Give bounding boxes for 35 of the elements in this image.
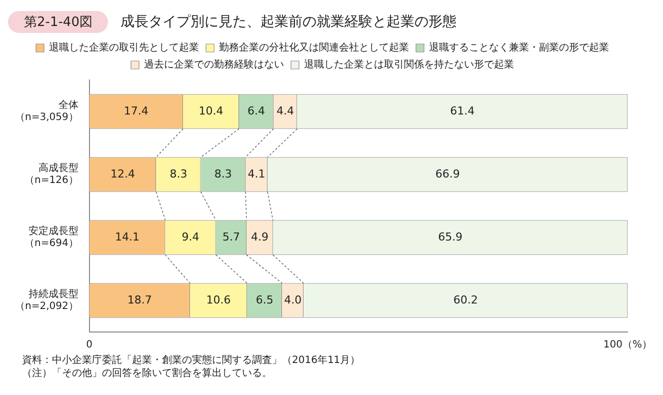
- legend-label: 過去に企業での勤務経験はない: [144, 58, 284, 71]
- data-label: 10.4: [198, 104, 224, 118]
- data-label: 8.3: [214, 167, 232, 180]
- legend-label: 退職した企業とは取引関係を持たない形で起業: [304, 58, 514, 71]
- data-label: 4.9: [250, 230, 268, 244]
- legend-label: 退職した企業の取引先として起業: [49, 42, 199, 54]
- data-label: 65.9: [438, 230, 463, 244]
- data-label: 66.9: [435, 167, 460, 180]
- data-label: 8.3: [170, 167, 188, 180]
- legend-label: 勤務企業の分社化又は関連会社として起業: [219, 42, 409, 54]
- y-tick-label: 高成長型（n=126）: [24, 162, 78, 186]
- data-label: 4.0: [284, 293, 302, 306]
- data-label: 4.4: [276, 104, 294, 118]
- data-label: 4.1: [248, 167, 266, 180]
- y-tick-label: 安定成長型（n=694）: [24, 225, 78, 250]
- data-label: 5.7: [222, 230, 240, 244]
- data-label: 6.5: [256, 293, 274, 306]
- data-label: 12.4: [110, 167, 135, 180]
- data-label: 18.7: [127, 293, 152, 306]
- chart-title: 成長タイプ別に見た、起業前の就業経験と起業の形態: [120, 13, 456, 31]
- legend-label: 退職することなく兼業・副業の形で起業: [429, 42, 609, 54]
- data-label: 9.4: [182, 230, 200, 244]
- data-label: 6.4: [247, 104, 265, 118]
- data-label: 14.1: [115, 230, 140, 244]
- data-label: 10.6: [206, 293, 231, 306]
- text: （注）「その他」の回答を除いて割合を算出している。: [22, 367, 273, 380]
- chart-subtitle: 第2-1-40図: [8, 11, 108, 33]
- data-label: 61.4: [450, 104, 475, 118]
- x-tick-label: 0: [86, 340, 93, 351]
- y-tick-label: 持続成長型（n=2,092）: [14, 288, 78, 312]
- y-tick-label: 全体（n=3,059）: [14, 99, 78, 124]
- data-label: 17.4: [124, 104, 148, 118]
- x-tick-label: 100（%）: [603, 340, 652, 351]
- data-label: 60.2: [453, 293, 478, 306]
- text: 資料：中小企業庁委託「起業・創業の実態に関する調査」（2016年11月）: [22, 354, 362, 367]
